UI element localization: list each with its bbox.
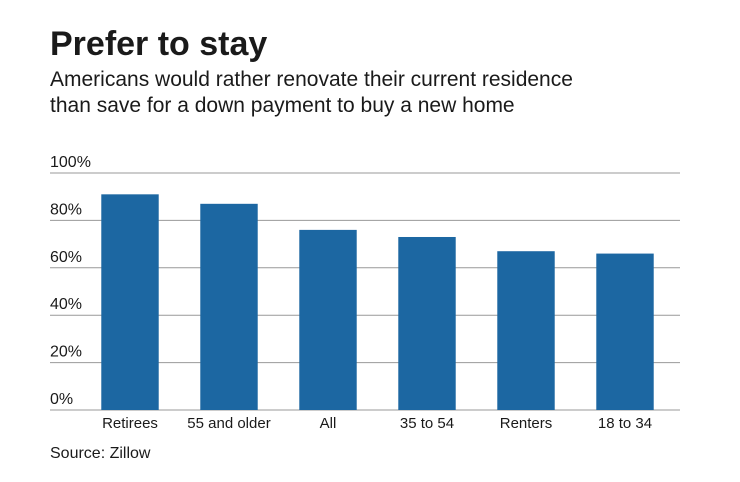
- x-tick-label: 55 and older: [187, 415, 270, 432]
- x-tick-label: 18 to 34: [598, 415, 652, 432]
- x-tick-label: Renters: [500, 415, 553, 432]
- bar: [101, 194, 159, 410]
- bar: [596, 253, 654, 410]
- chart-subtitle: Americans would rather renovate their cu…: [50, 68, 573, 91]
- bar: [497, 251, 555, 410]
- y-tick-label: 80%: [50, 201, 82, 218]
- y-tick-label: 60%: [50, 249, 82, 266]
- x-tick-label: All: [320, 415, 337, 432]
- y-tick-label: 20%: [50, 344, 82, 361]
- y-tick-label: 0%: [50, 391, 73, 408]
- x-tick-label: 35 to 54: [400, 415, 454, 432]
- chart-subtitle: than save for a down payment to buy a ne…: [50, 94, 515, 117]
- bar: [299, 229, 357, 410]
- y-tick-label: 100%: [50, 154, 91, 171]
- bar: [200, 203, 258, 410]
- source: Source: Zillow: [50, 445, 151, 462]
- y-tick-label: 40%: [50, 296, 82, 313]
- bar: [398, 236, 456, 410]
- x-tick-label: Retirees: [102, 415, 158, 432]
- chart-title: Prefer to stay: [50, 25, 267, 63]
